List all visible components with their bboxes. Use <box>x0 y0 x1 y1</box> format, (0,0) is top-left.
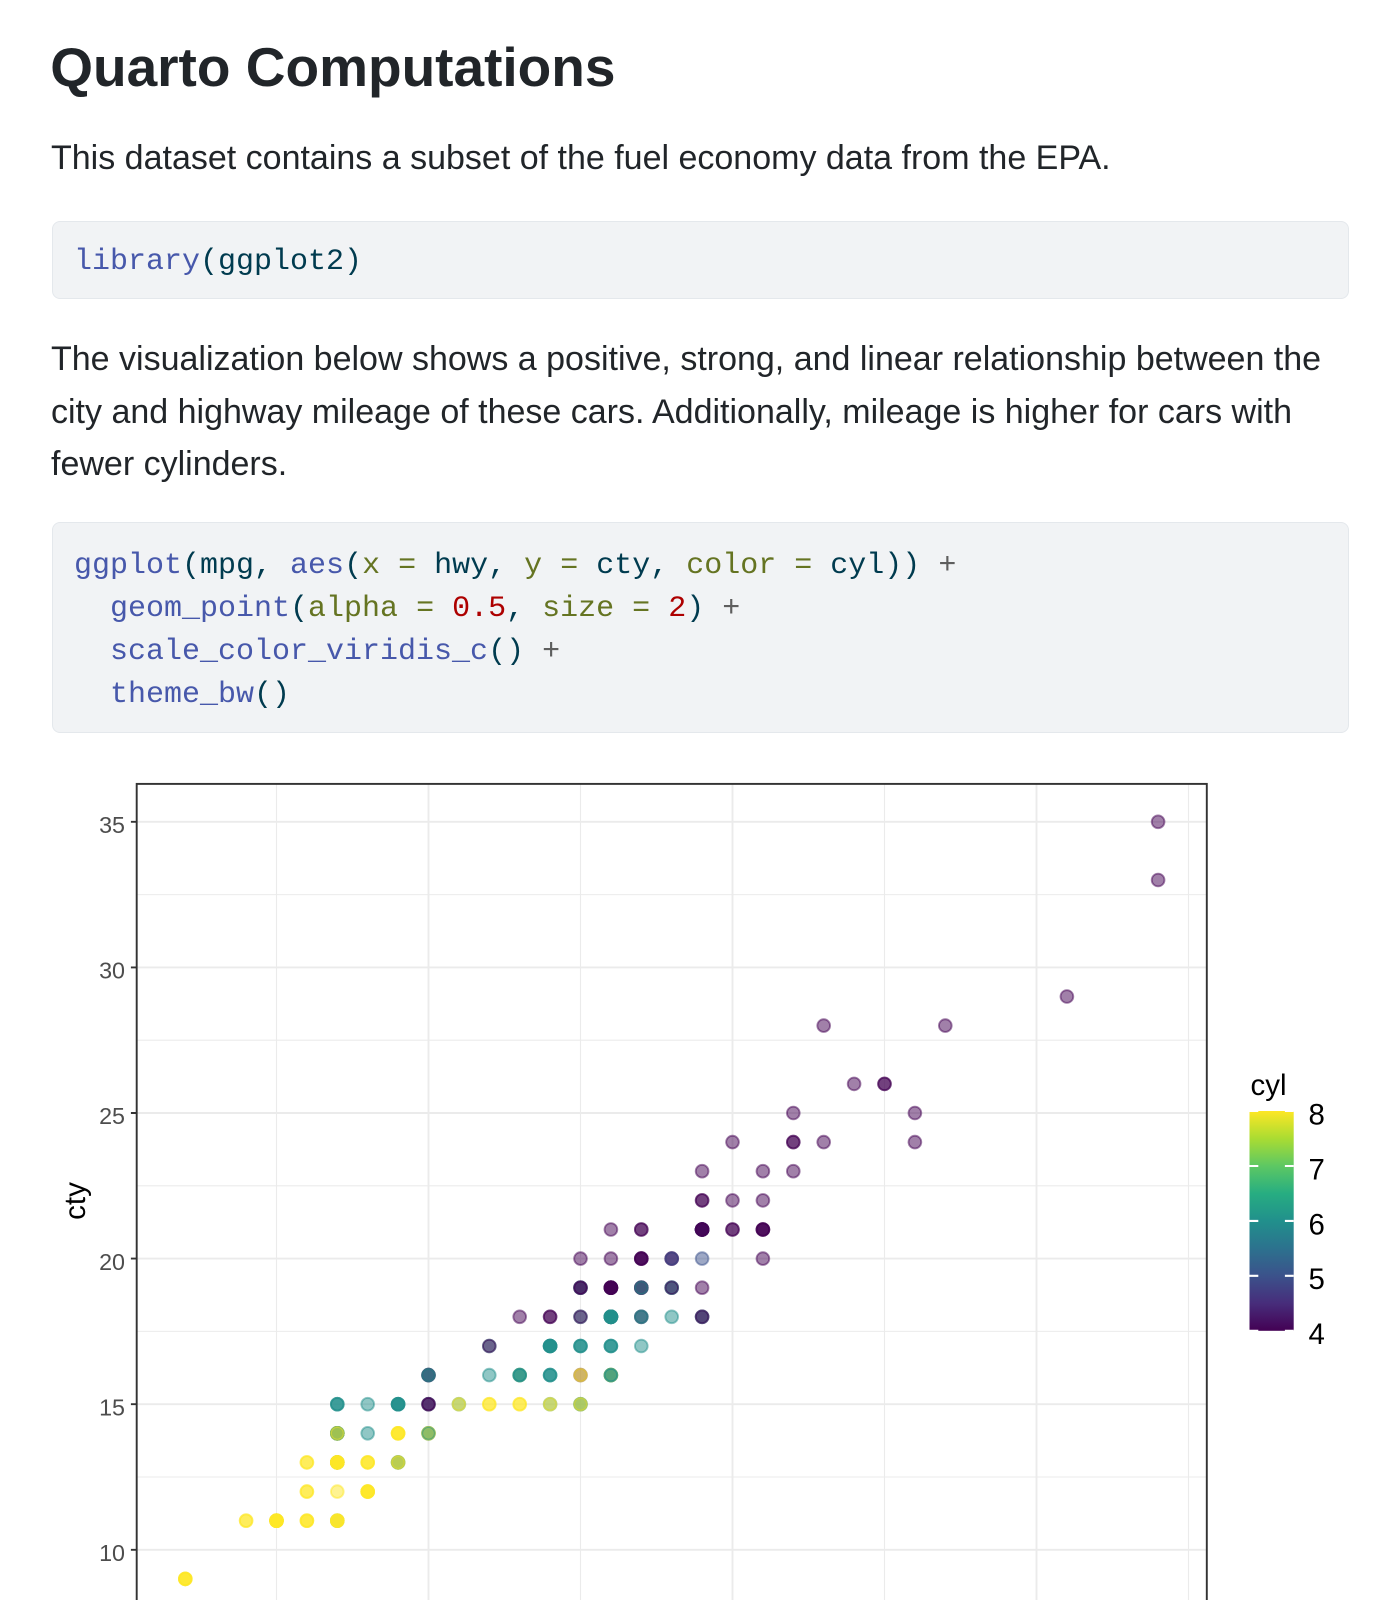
svg-text:35: 35 <box>99 812 125 838</box>
svg-text:10: 10 <box>99 1540 125 1566</box>
svg-text:15: 15 <box>99 1394 125 1420</box>
svg-text:4: 4 <box>1309 1318 1325 1351</box>
svg-text:7: 7 <box>1309 1153 1325 1186</box>
svg-text:30: 30 <box>99 958 125 984</box>
svg-text:cyl: cyl <box>1251 1069 1287 1102</box>
svg-text:cty: cty <box>59 1182 92 1220</box>
svg-text:8: 8 <box>1309 1098 1325 1131</box>
svg-text:6: 6 <box>1309 1208 1325 1241</box>
svg-text:5: 5 <box>1309 1263 1325 1296</box>
svg-text:25: 25 <box>99 1103 125 1129</box>
svg-text:20: 20 <box>99 1249 125 1275</box>
